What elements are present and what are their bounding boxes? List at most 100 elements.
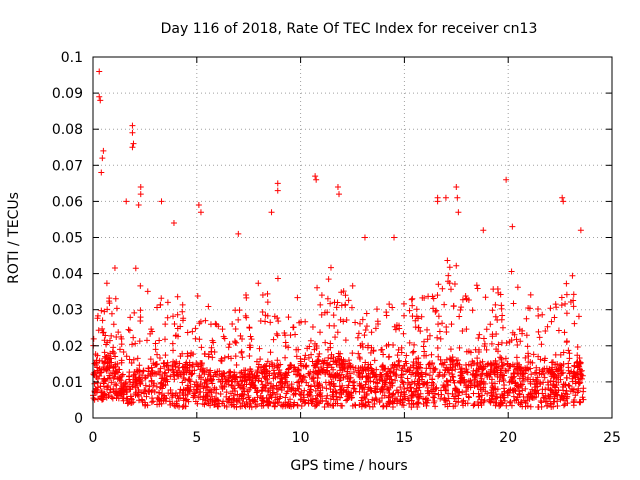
data-point bbox=[290, 324, 297, 331]
data-point bbox=[209, 380, 216, 387]
data-point bbox=[148, 388, 155, 395]
data-point bbox=[277, 380, 284, 387]
data-point bbox=[569, 378, 576, 385]
data-point bbox=[225, 369, 232, 376]
data-point bbox=[220, 398, 227, 405]
data-point bbox=[330, 366, 337, 373]
data-point bbox=[433, 307, 440, 314]
data-point bbox=[164, 378, 171, 385]
data-point bbox=[488, 395, 495, 402]
data-point bbox=[406, 339, 413, 346]
data-point bbox=[566, 370, 573, 377]
data-point bbox=[157, 365, 164, 372]
data-point bbox=[246, 325, 253, 332]
data-point bbox=[421, 352, 428, 359]
data-point bbox=[157, 301, 164, 308]
data-point bbox=[319, 384, 326, 391]
data-point bbox=[406, 307, 413, 314]
data-point bbox=[197, 388, 204, 395]
data-point bbox=[95, 327, 102, 334]
data-point bbox=[226, 372, 233, 379]
data-point bbox=[411, 388, 418, 395]
data-point bbox=[399, 378, 406, 385]
data-point bbox=[475, 390, 482, 397]
data-point bbox=[415, 393, 422, 400]
data-point bbox=[271, 313, 278, 320]
data-point bbox=[382, 379, 389, 386]
data-point bbox=[565, 360, 572, 367]
data-point bbox=[362, 326, 369, 333]
data-point bbox=[240, 383, 247, 390]
data-point bbox=[174, 311, 181, 318]
data-point bbox=[113, 382, 120, 389]
data-point bbox=[275, 318, 282, 325]
data-point bbox=[572, 392, 579, 399]
data-point bbox=[459, 374, 466, 381]
data-point bbox=[112, 353, 119, 360]
data-point bbox=[577, 379, 584, 386]
data-point bbox=[535, 306, 542, 313]
data-point bbox=[286, 402, 293, 409]
data-point bbox=[559, 369, 566, 376]
data-point bbox=[566, 350, 573, 357]
data-point bbox=[493, 331, 500, 338]
data-point bbox=[94, 395, 101, 402]
data-point bbox=[432, 403, 439, 410]
data-point bbox=[351, 378, 358, 385]
data-point bbox=[301, 374, 308, 381]
data-point bbox=[103, 280, 110, 287]
data-point bbox=[520, 393, 527, 400]
data-point bbox=[320, 366, 327, 373]
data-point bbox=[292, 387, 299, 394]
data-point bbox=[364, 386, 371, 393]
data-point bbox=[343, 397, 350, 404]
data-point bbox=[498, 365, 505, 372]
data-point bbox=[524, 397, 531, 404]
data-point bbox=[184, 329, 191, 336]
data-point bbox=[394, 363, 401, 370]
data-point bbox=[412, 317, 419, 324]
data-point bbox=[349, 282, 356, 289]
data-point bbox=[441, 359, 448, 366]
data-point bbox=[543, 365, 550, 372]
data-point bbox=[516, 326, 523, 333]
data-point bbox=[207, 396, 214, 403]
data-point bbox=[363, 402, 370, 409]
data-point bbox=[546, 395, 553, 402]
data-point bbox=[379, 378, 386, 385]
data-point bbox=[242, 367, 249, 374]
data-point bbox=[436, 328, 443, 335]
data-point bbox=[309, 358, 316, 365]
x-tick-label: 0 bbox=[89, 430, 98, 446]
data-point bbox=[180, 315, 187, 322]
data-point bbox=[392, 326, 399, 333]
data-point bbox=[274, 180, 281, 187]
data-point bbox=[410, 348, 417, 355]
data-point bbox=[149, 369, 156, 376]
data-point bbox=[303, 362, 310, 369]
data-point bbox=[281, 384, 288, 391]
data-point bbox=[502, 367, 509, 374]
data-point bbox=[417, 328, 424, 335]
data-point bbox=[137, 376, 144, 383]
data-point bbox=[122, 379, 129, 386]
data-point bbox=[509, 361, 516, 368]
data-point bbox=[275, 362, 282, 369]
data-point bbox=[398, 372, 405, 379]
data-point bbox=[308, 351, 315, 358]
data-point bbox=[237, 369, 244, 376]
data-point bbox=[124, 389, 131, 396]
data-point bbox=[407, 385, 414, 392]
data-point bbox=[103, 367, 110, 374]
data-point bbox=[211, 401, 218, 408]
data-point bbox=[110, 385, 117, 392]
data-point bbox=[158, 395, 165, 402]
data-point bbox=[424, 336, 431, 343]
data-point bbox=[318, 311, 325, 318]
data-point bbox=[560, 381, 567, 388]
data-point bbox=[504, 389, 511, 396]
data-point bbox=[416, 384, 423, 391]
data-point bbox=[516, 365, 523, 372]
data-point bbox=[395, 346, 402, 353]
data-point bbox=[499, 312, 506, 319]
